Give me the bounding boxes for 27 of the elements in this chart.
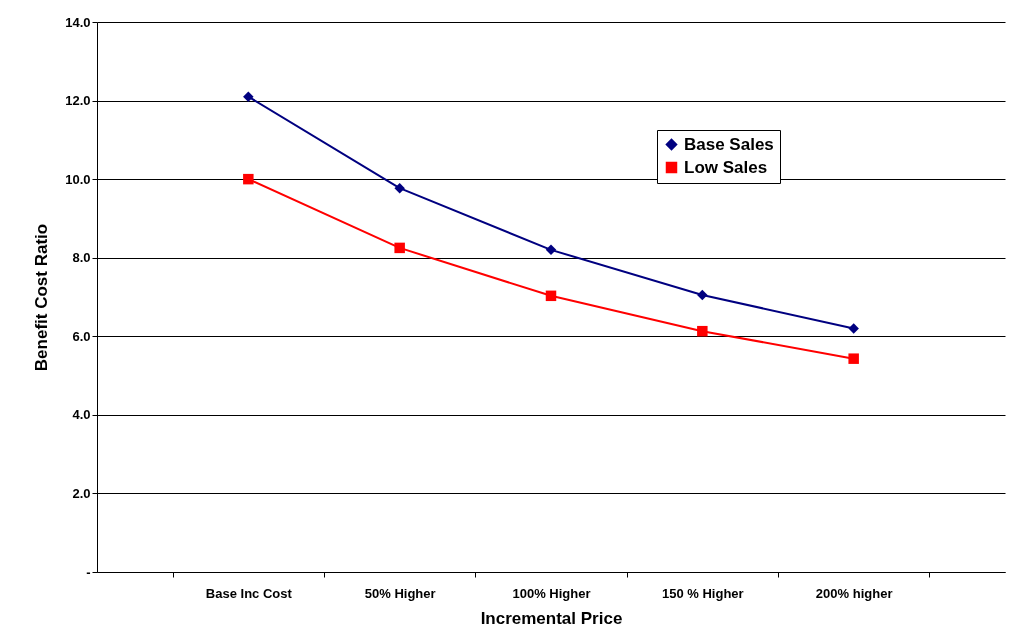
x-tick-label: 200% higher: [815, 585, 893, 601]
y-tick-label: -: [86, 564, 91, 580]
point: [394, 182, 405, 194]
x-tick-label: 50% Higher: [364, 585, 436, 601]
y-tick-label: 2.0: [72, 485, 91, 501]
y-tick-label: 10.0: [65, 171, 91, 187]
y-axis-title: Benefit Cost Ratio: [32, 223, 52, 372]
x-axis-title: Incremental Price: [480, 608, 623, 628]
y-tick-label: 8.0: [72, 250, 91, 266]
point: [848, 353, 859, 364]
x-tick-label: Base Inc Cost: [205, 585, 293, 601]
point: [697, 325, 708, 337]
point: [697, 289, 708, 301]
y-tick-label: 12.0: [65, 93, 91, 109]
point: [243, 91, 254, 102]
point: [243, 173, 254, 185]
point: [848, 323, 859, 334]
point: [545, 290, 557, 302]
legend-label: Low Sales: [684, 157, 768, 177]
legend-label: Base Sales: [684, 134, 774, 154]
x-tick-label: 100% Higher: [512, 585, 591, 601]
y-tick-label: 14.0: [65, 14, 91, 30]
y-tick-label: 6.0: [72, 328, 91, 344]
point: [545, 244, 557, 256]
point: [394, 242, 405, 254]
x-tick-label: 150 % Higher: [662, 585, 744, 601]
y-tick-label: 4.0: [72, 407, 91, 423]
